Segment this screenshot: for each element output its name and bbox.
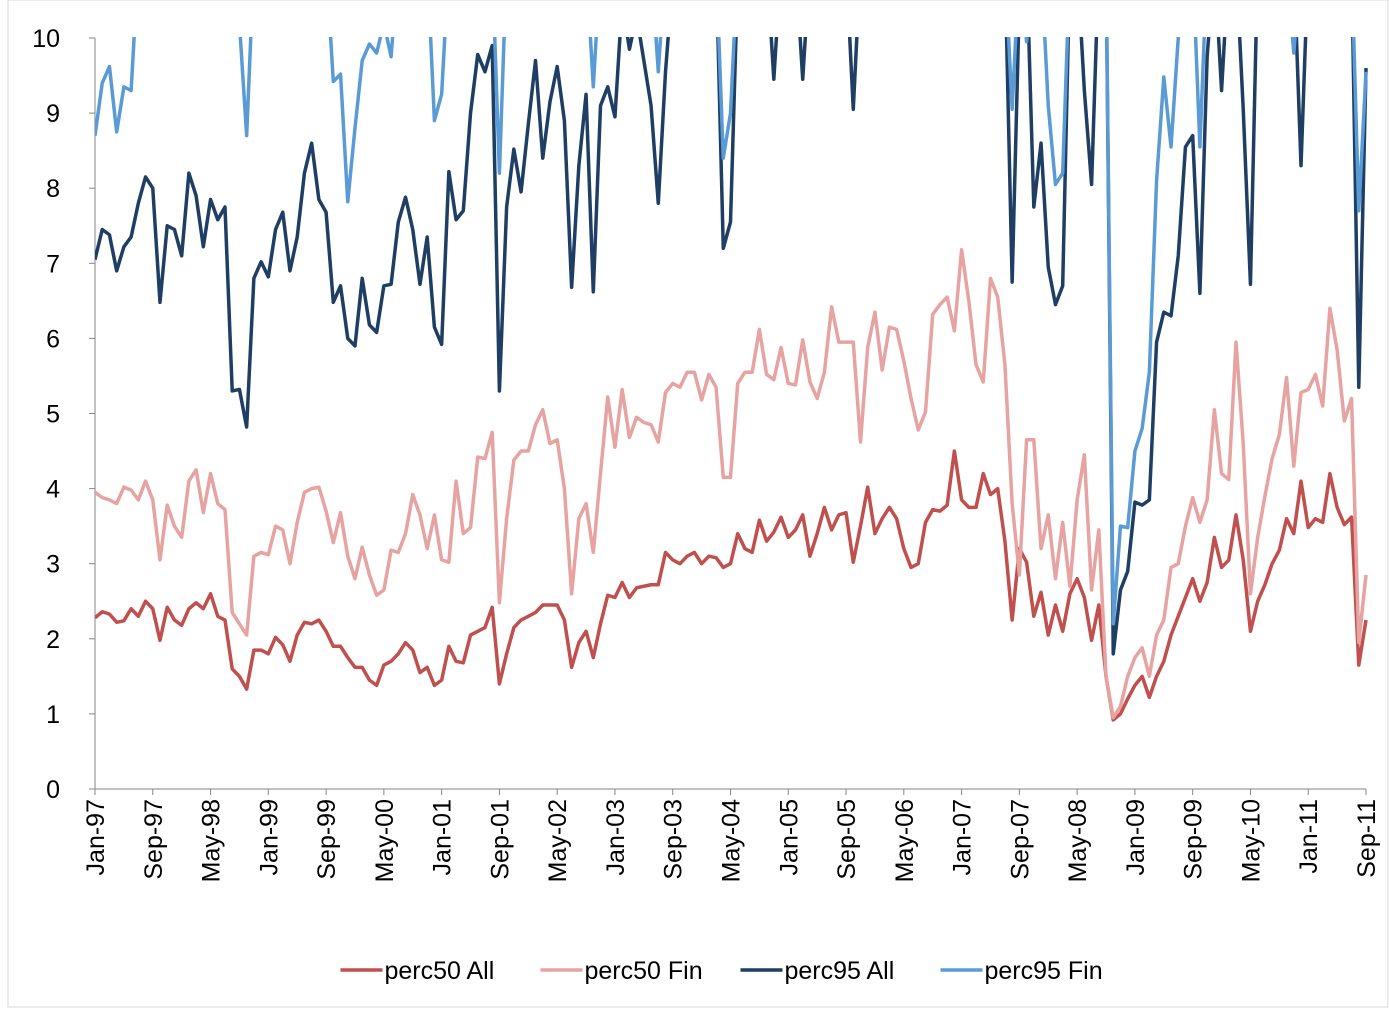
x-tick-label: Jan-97 — [82, 799, 110, 875]
x-tick-label: Jan-01 — [429, 799, 457, 875]
x-tick-label: May-04 — [718, 799, 746, 882]
x-tick-label: Sep-99 — [313, 799, 341, 880]
x-tick-label: Jan-11 — [1295, 799, 1323, 874]
x-tick-label: Jan-03 — [602, 799, 630, 875]
y-tick-label: 4 — [46, 476, 60, 504]
y-tick-label: 10 — [32, 25, 60, 53]
x-tick-label: Sep-97 — [140, 799, 168, 880]
y-tick-label: 1 — [46, 701, 60, 729]
x-tick-label: Jan-05 — [775, 799, 803, 875]
y-tick-label: 2 — [46, 626, 60, 654]
y-tick-label: 6 — [46, 325, 60, 353]
x-tick-label: Sep-07 — [1006, 799, 1034, 880]
legend: perc50 All perc50 Fin perc95 All perc95 Fin — [340, 957, 1103, 985]
legend-label: perc95 All — [785, 957, 895, 985]
x-tick-label: Jan-99 — [255, 799, 283, 875]
y-tick-label: 9 — [46, 100, 60, 128]
x-tick-label: May-06 — [891, 799, 919, 882]
plot-area — [95, 37, 1368, 722]
x-tick-label: Jan-09 — [1122, 799, 1150, 875]
legend-label: perc95 Fin — [985, 957, 1103, 985]
series-line — [95, 37, 1368, 626]
x-tick-label: Sep-09 — [1180, 799, 1208, 880]
series-line — [95, 449, 1368, 722]
x-tick-label: Sep-03 — [660, 799, 688, 880]
x-tick-label: Sep-05 — [833, 799, 861, 880]
x-tick-label: Jan-07 — [949, 799, 977, 875]
y-tick-label: 3 — [46, 551, 60, 579]
y-tick-label: 0 — [46, 776, 60, 804]
series-line — [95, 37, 1368, 656]
y-tick-label: 8 — [46, 175, 60, 203]
y-tick-label: 7 — [46, 250, 60, 278]
x-tick-label: Sep-11 — [1353, 799, 1381, 878]
x-tick-label: May-00 — [371, 799, 399, 882]
legend-label: perc50 Fin — [585, 957, 703, 985]
x-tick-label: Sep-01 — [486, 799, 514, 880]
x-tick-label: May-98 — [198, 799, 226, 882]
x-tick-label: May-08 — [1064, 799, 1092, 882]
legend-label: perc50 All — [385, 957, 495, 985]
x-tick-label: May-10 — [1237, 799, 1265, 882]
x-tick-label: May-02 — [544, 799, 572, 882]
series-line — [95, 248, 1368, 720]
y-tick-label: 5 — [46, 401, 60, 429]
